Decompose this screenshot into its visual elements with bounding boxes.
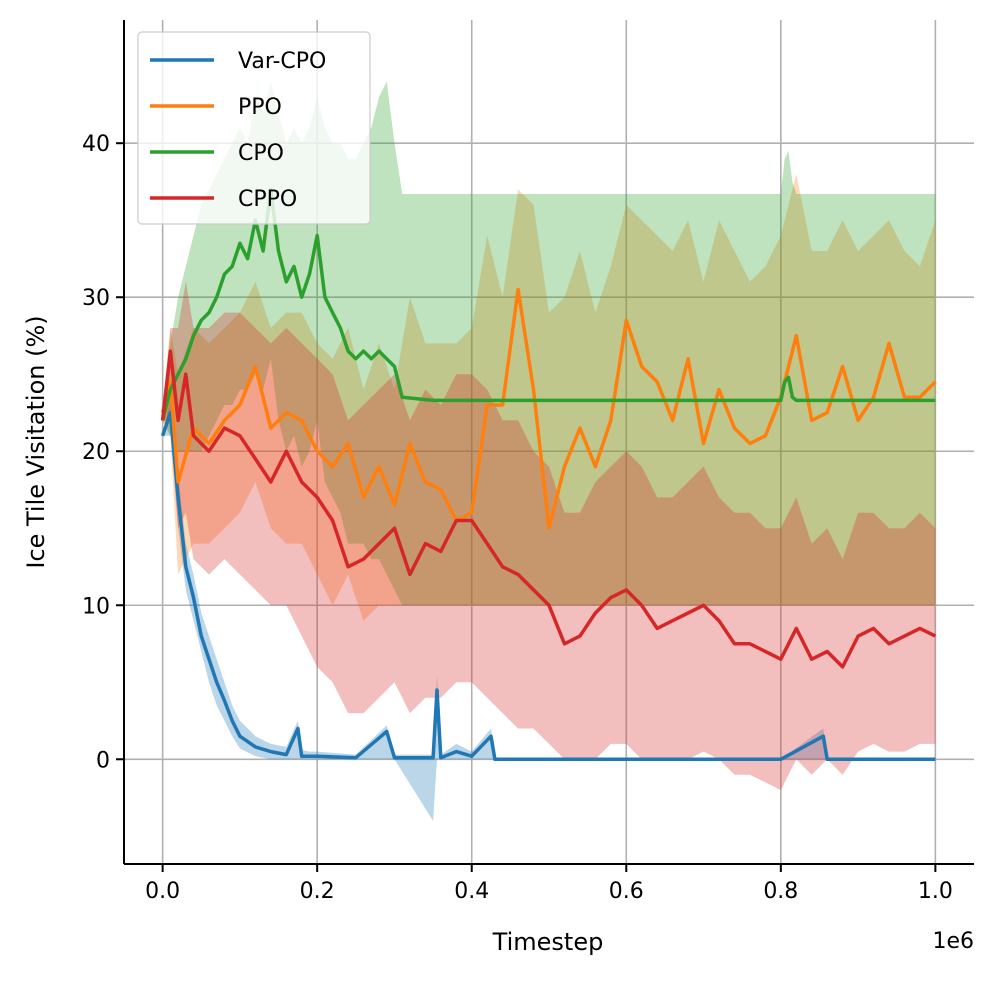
y-tick-label-4: 40 — [82, 132, 110, 157]
y-tick-label-1: 10 — [82, 594, 110, 619]
legend-label-cppo: CPPO — [238, 187, 297, 212]
y-tick-label-2: 20 — [82, 440, 110, 465]
x-axis-multiplier: 1e6 — [932, 929, 974, 954]
y-tick-label-3: 30 — [82, 286, 110, 311]
x-tick-label-2: 0.4 — [454, 879, 489, 904]
x-axis-label: Timestep — [492, 928, 604, 956]
y-tick-label-0: 0 — [96, 748, 110, 773]
series-lines — [160, 187, 937, 762]
axes — [116, 20, 974, 872]
y-axis-label: Ice Tile Visitation (%) — [22, 315, 50, 568]
line-var-cpo — [160, 410, 936, 762]
legend: Var-CPO PPO CPO CPPO — [137, 31, 371, 225]
x-tick-label-1: 0.2 — [300, 879, 335, 904]
x-tick-label-5: 1.0 — [918, 879, 953, 904]
line-cppo — [160, 349, 937, 669]
band-ppo — [162, 174, 936, 621]
line-ppo — [160, 287, 937, 530]
x-tick-label-3: 0.6 — [609, 879, 644, 904]
tick-labels: 0.0 0.2 0.4 0.6 0.8 1.0 0 10 20 30 40 — [82, 132, 953, 904]
legend-label-cpo: CPO — [238, 141, 284, 166]
x-tick-label-4: 0.8 — [763, 879, 798, 904]
legend-box — [137, 31, 371, 225]
legend-label-ppo: PPO — [238, 95, 282, 120]
line-cpo — [160, 187, 936, 421]
band-cppo — [162, 281, 936, 791]
legend-label-var-cpo: Var-CPO — [238, 49, 326, 74]
x-tick-label-0: 0.0 — [145, 879, 180, 904]
